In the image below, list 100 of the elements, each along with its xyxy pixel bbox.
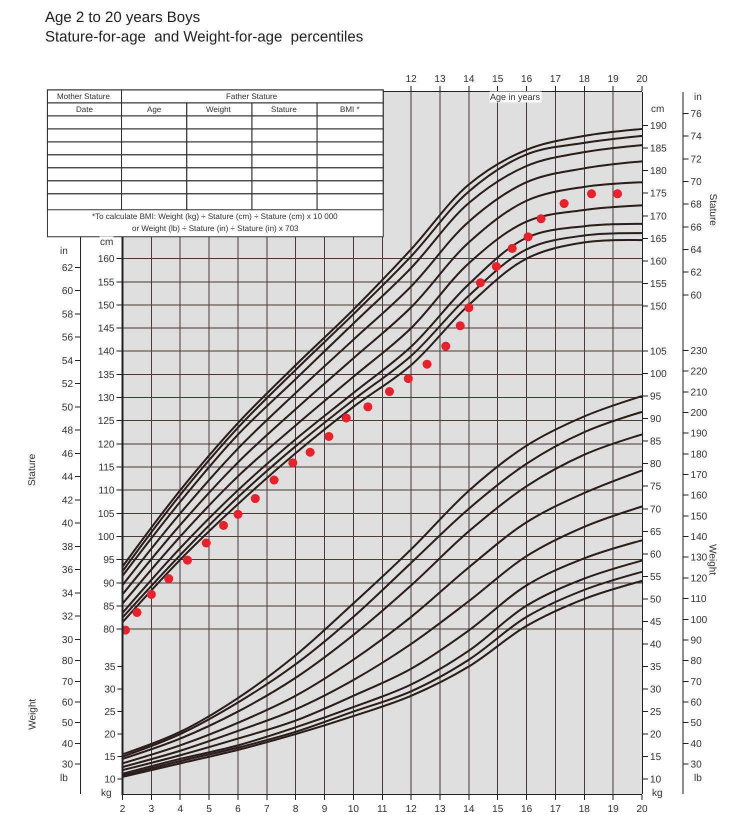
y-tick-label: 105 [98, 508, 115, 520]
y3-tick-label: 62 [62, 262, 74, 274]
y2-tick-label: 170 [650, 211, 668, 222]
y-tick-label: 160 [98, 254, 115, 266]
y-tick-label: 90 [650, 414, 662, 426]
x-tick-label: 12 [406, 804, 418, 815]
y-tick-label: 120 [98, 439, 115, 450]
x-tick-label: 11 [377, 804, 388, 815]
annotation: Weight [206, 105, 232, 114]
y-tick-label: 100 [650, 369, 668, 380]
annotation: BMI * [340, 105, 360, 114]
x2-tick-label: 19 [608, 74, 620, 85]
y3-tick-label: 38 [62, 542, 74, 553]
y-tick-label: 60 [690, 290, 702, 302]
y3-axis-title: kg [101, 788, 112, 799]
y3-tick-label: 50 [62, 402, 74, 414]
y2-tick-label: 175 [650, 188, 668, 200]
y2-tick-label: 200 [690, 408, 708, 419]
y3-tick-label: 32 [62, 612, 74, 623]
y2-axis-title: lb [694, 773, 702, 784]
y2-tick-label: 165 [650, 234, 668, 245]
y-tick-label: 62 [690, 268, 702, 279]
y2-tick-label: 60 [62, 697, 74, 708]
x-tick-label: 8 [292, 804, 299, 815]
y-tick-label: 90 [103, 578, 115, 590]
y-tick-label: 135 [98, 370, 115, 381]
y-tick-label: 85 [103, 601, 115, 612]
y3-tick-label: 42 [62, 495, 74, 506]
x-tick-label: 10 [348, 804, 360, 815]
y-tick-label: 55 [650, 572, 662, 583]
x2-tick-label: 18 [578, 74, 590, 85]
y2-tick-label: 190 [650, 120, 668, 132]
y3-tick-label: 34 [62, 588, 74, 600]
y3-axis-title: in [60, 246, 68, 257]
y-axis-title: kg [652, 788, 663, 799]
x-tick-label: 7 [264, 804, 270, 815]
x-tick-label: 3 [148, 804, 155, 815]
x2-tick-label: 17 [550, 74, 562, 85]
text: Stature [27, 453, 38, 486]
y-axis-title: in [694, 92, 702, 103]
y-tick-label: 25 [650, 707, 662, 718]
x-tick-label: 16 [521, 804, 533, 815]
x-tick-label: 13 [434, 804, 446, 815]
y-tick-label: 72 [690, 154, 702, 166]
x2-tick-label: 15 [492, 74, 504, 85]
y2-tick-label: 185 [650, 143, 668, 154]
text: Stature [706, 194, 718, 226]
annotation: or Weight (lb) ÷ Stature (in) ÷ Stature (in) x 703 [132, 224, 300, 233]
x-tick-label: 9 [322, 804, 328, 815]
x-tick-label: 15 [492, 804, 504, 815]
y2-tick-label: 220 [690, 366, 708, 378]
y-tick-label: 40 [650, 639, 662, 650]
y-tick-label: 65 [650, 526, 662, 538]
x2-tick-label: 14 [463, 74, 475, 85]
y-tick-label: 80 [650, 459, 662, 470]
y-tick-label: 66 [690, 222, 702, 234]
y2-tick-label: 80 [62, 656, 74, 668]
chart-subtitle: Stature-for-age and Weight-for-age percentiles [45, 28, 364, 46]
y-tick-label: 30 [650, 684, 662, 696]
y2-tick-label: 190 [690, 428, 708, 440]
y-tick-label: 64 [690, 245, 702, 256]
y2-axis-title: cm [651, 104, 664, 115]
text: Weight [28, 698, 39, 730]
y-tick-label: 95 [103, 555, 115, 566]
y-tick-label: 145 [98, 324, 115, 335]
y-tick-label: 115 [98, 462, 115, 474]
y2-tick-label: 50 [62, 718, 74, 730]
annotation: Stature [271, 105, 298, 114]
x-tick-label: 6 [235, 804, 242, 815]
text: Weight [706, 544, 718, 576]
y-tick-label: 10 [650, 774, 662, 786]
y-tick-label: 95 [650, 392, 662, 403]
y-tick-label: 76 [690, 108, 702, 120]
y-tick-label: 85 [650, 436, 662, 448]
y3-tick-label: 36 [62, 565, 74, 576]
y-tick-label: 20 [650, 730, 662, 741]
annotation: Age [147, 105, 162, 114]
y-tick-label: 130 [98, 393, 115, 404]
y-tick-label: 125 [98, 416, 115, 428]
y-tick-label: 105 [650, 346, 668, 358]
y3-tick-label: 58 [62, 309, 74, 320]
y-tick-label: 100 [98, 532, 115, 544]
y-tick-label: 15 [650, 752, 662, 764]
y-tick-label: 35 [650, 662, 662, 673]
y3-tick-label: 60 [62, 286, 74, 298]
chart-title: Age 2 to 20 years Boys [45, 9, 200, 26]
y-tick-label: 150 [98, 300, 115, 312]
y2-tick-label: 180 [650, 166, 668, 178]
x-tick-label: 14 [463, 804, 475, 815]
x-tick-label: 19 [608, 804, 620, 815]
annotation: *To calculate BMI: Weight (kg) ÷ Stature (cm) ÷ Stature (cm) x 10 000 [92, 212, 338, 221]
text: Date [76, 105, 94, 114]
x-tick-label: 18 [578, 804, 590, 815]
y3-tick-label: 46 [62, 448, 74, 460]
y-tick-label: 110 [98, 486, 115, 497]
y2-tick-label: 70 [62, 676, 74, 688]
x2-tick-label: 20 [636, 74, 648, 85]
x-tick-label: 2 [120, 804, 126, 815]
y3-tick-label: 44 [62, 472, 74, 484]
y2-tick-label: 40 [62, 738, 74, 750]
